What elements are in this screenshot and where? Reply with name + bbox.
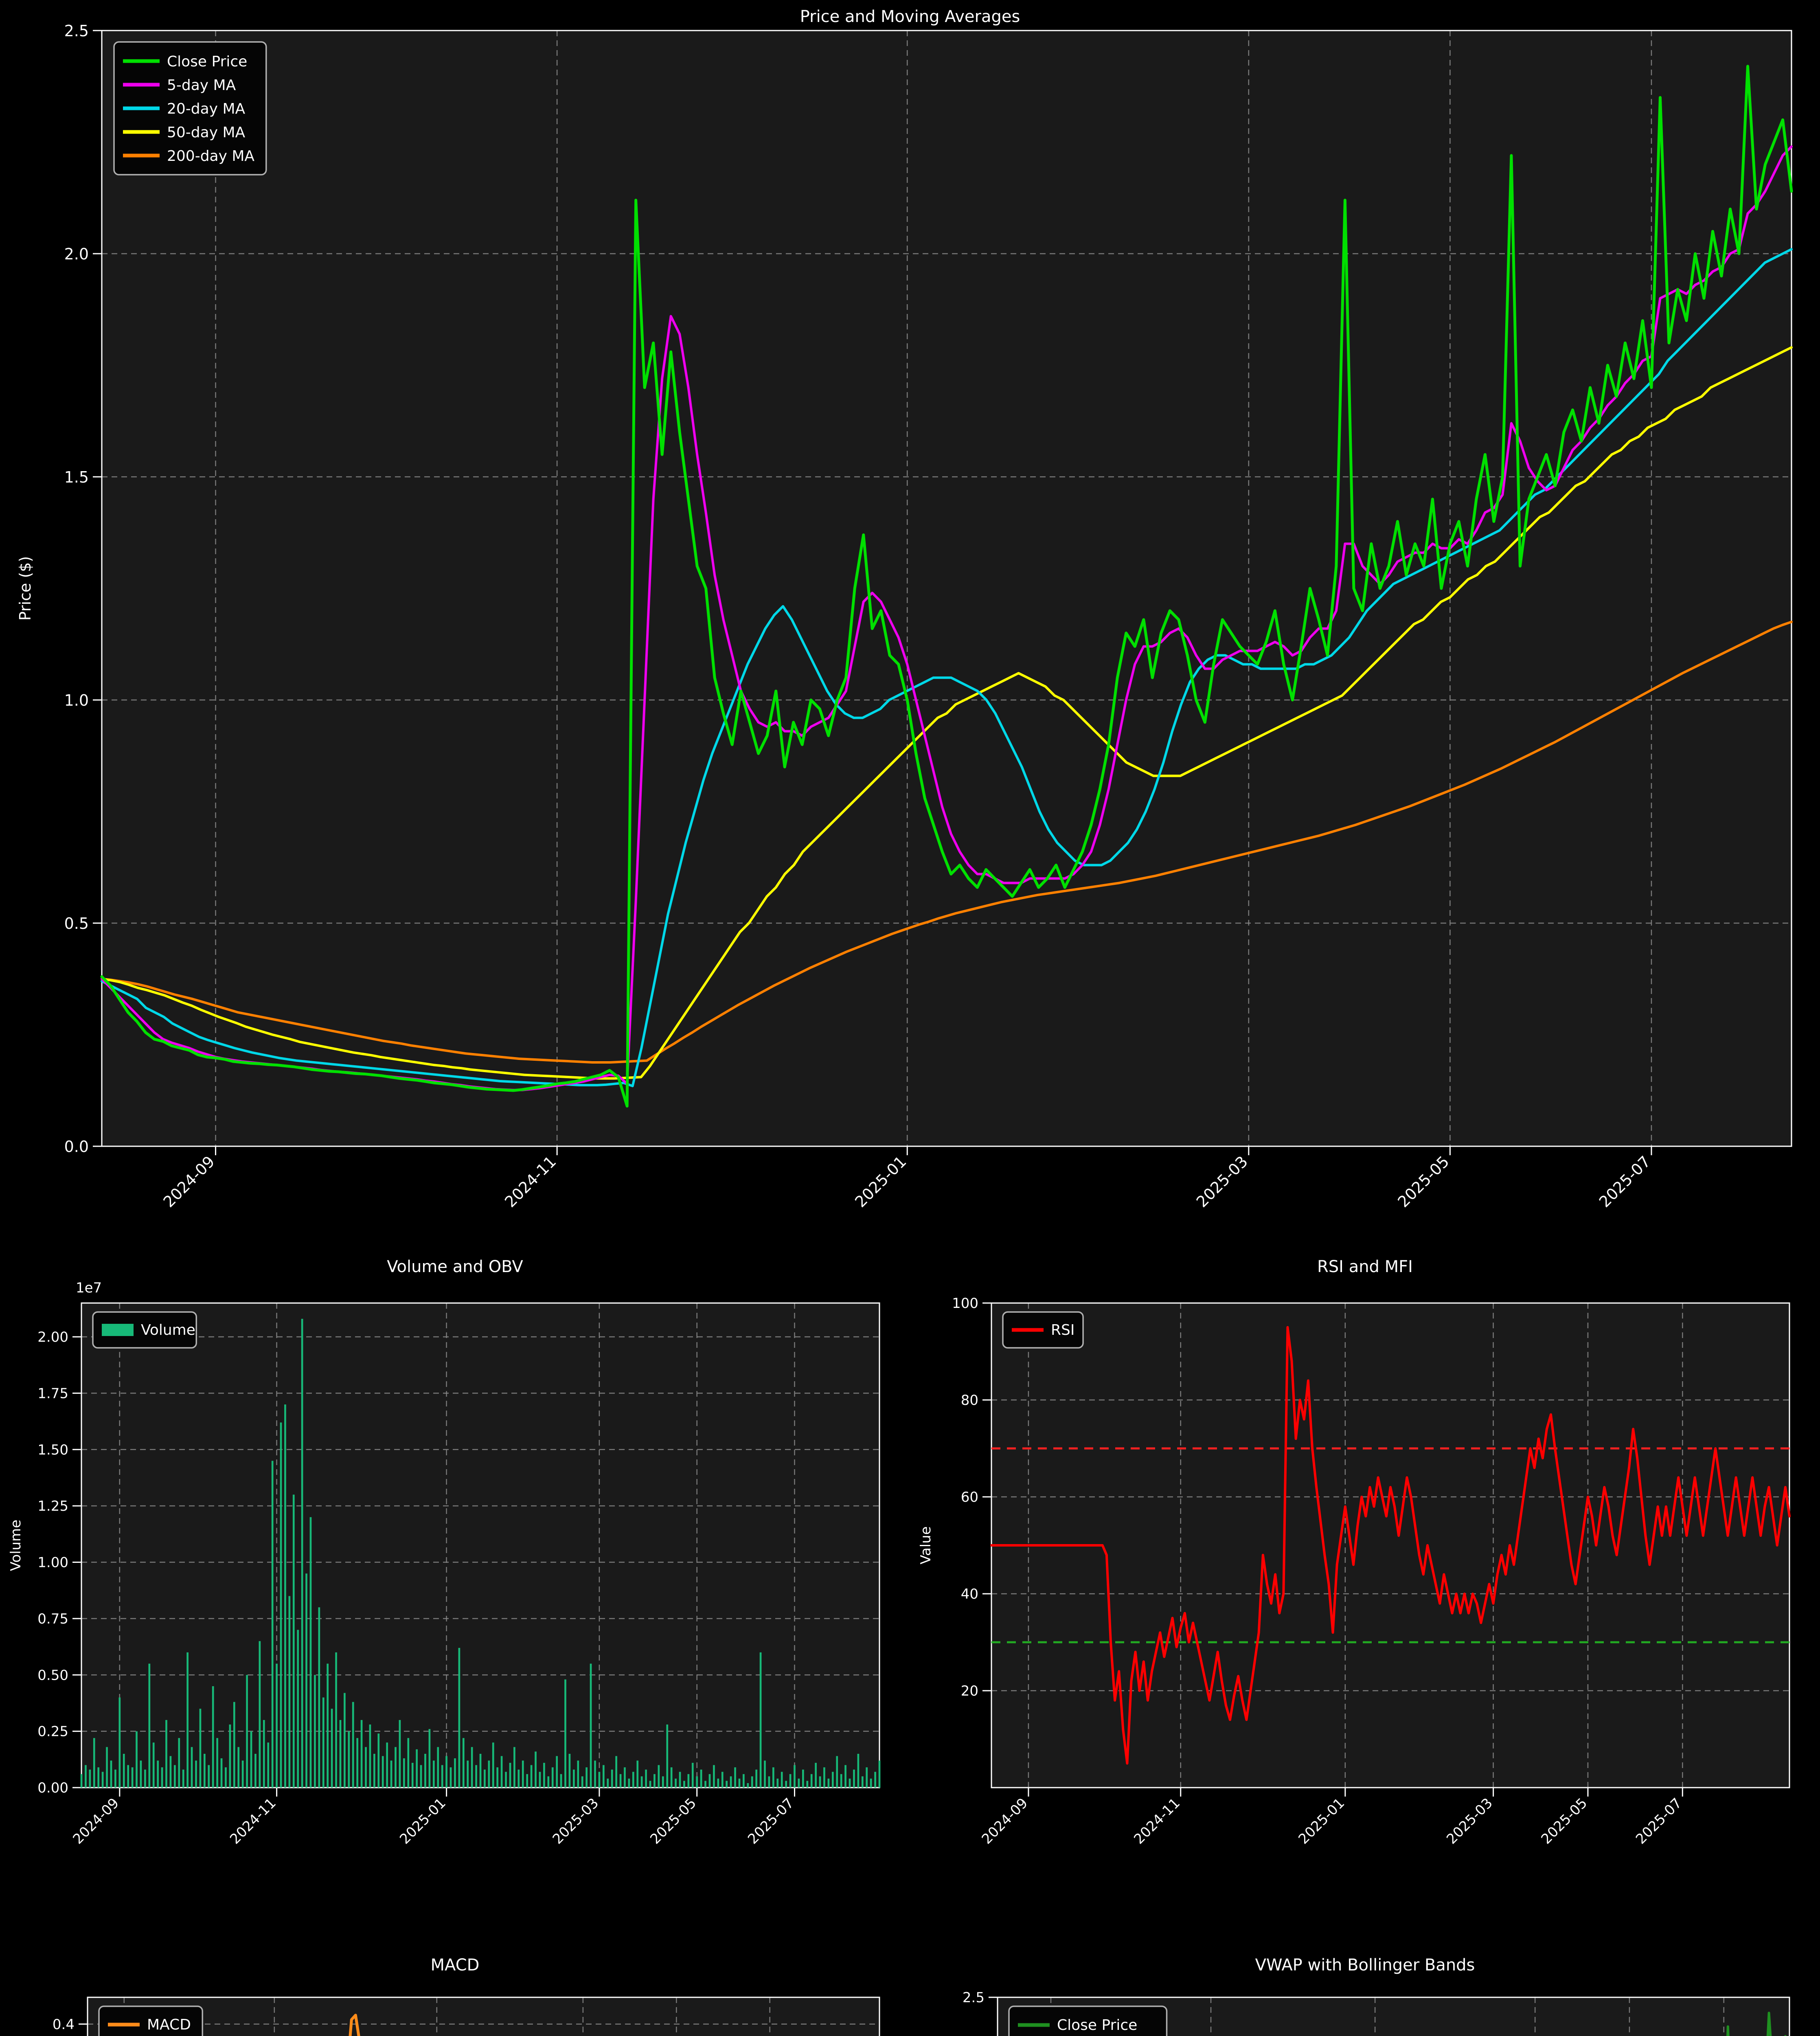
panel-macd: MACD 2024-092024-112025-012025-032025-05… (0, 1953, 910, 2036)
panel-price-and-moving-averages: Price and Moving Averages 2024-09 2024-11… (16, 7, 1793, 1211)
y-tick-label: 60 (961, 1489, 978, 1505)
y-tick-label: 2.5 (64, 22, 89, 40)
panel-rsi-and-mfi: RSI and MFI 2024-09 2024-11 2025-01 2025-03… (910, 1254, 1820, 1953)
y-tick-label: 2.00 (37, 1329, 68, 1345)
legend-label: Close Price (167, 53, 247, 70)
y-tick-label: 100 (952, 1295, 978, 1312)
volume-bars (80, 1319, 881, 1788)
y-tick-label: 1.50 (37, 1442, 68, 1458)
panel-volume-and-obv: Volume and OBV 2024-09 2024-11 2025-01 2025… (0, 1254, 910, 1953)
legend-label: MACD (147, 2016, 191, 2033)
y-tick-label: 0.75 (37, 1611, 68, 1627)
series-rsi (990, 1326, 1791, 1765)
y-tick-label: 80 (961, 1392, 978, 1409)
y-tick-label: 2.5 (963, 1990, 985, 2006)
price-chart-svg: 2024-09 2024-11 2025-01 2025-03 2025-05 2025-… (16, 22, 1793, 1211)
y-tick-label: 1.00 (37, 1555, 68, 1571)
y-tick-label: 0.4 (53, 2016, 75, 2033)
series-200-day-ma (101, 621, 1793, 1064)
chart-legend[interactable]: Volume (92, 1311, 197, 1349)
legend-label: 50-day MA (167, 124, 246, 141)
y-axis-label: Price ($) (16, 556, 34, 621)
x-tick-label: 2025-07 (745, 1795, 797, 1847)
x-tick-label: 2025-07 (1633, 1795, 1685, 1847)
series-20-day-ma (101, 248, 1793, 1088)
macd-panel-title: MACD (430, 1956, 480, 1975)
legend-label: 5-day MA (167, 77, 236, 94)
legend-label: Close Price (1057, 2017, 1137, 2034)
y-tick-label: 40 (961, 1586, 978, 1602)
y-tick-label: 2.0 (64, 245, 89, 263)
x-tick-label: 2024-09 (70, 1795, 122, 1847)
rsi-panel-title: RSI and MFI (1317, 1257, 1413, 1276)
y-tick-label: 0.50 (37, 1667, 68, 1683)
x-tick-label: 2025-05 (647, 1795, 699, 1847)
legend-label: 200-day MA (167, 148, 254, 165)
volume-panel-title: Volume and OBV (387, 1257, 523, 1276)
chart-legend[interactable]: RSI (1002, 1311, 1084, 1349)
vwap-panel-title: VWAP with Bollinger Bands (1255, 1956, 1475, 1975)
x-tick-label: 2025-05 (1394, 1152, 1452, 1211)
x-tick-label: 2024-11 (227, 1795, 279, 1847)
x-tick-label: 2025-05 (1538, 1795, 1591, 1847)
rsi-chart-svg: 2024-09 2024-11 2025-01 2025-03 2025-05 2025-… (918, 1295, 1791, 1847)
x-tick-label: 2024-09 (979, 1795, 1031, 1847)
y-axis-label: Value (918, 1526, 934, 1564)
volume-chart-svg: 2024-09 2024-11 2025-01 2025-03 2025-05 2025-… (8, 1280, 881, 1847)
x-tick-label: 2025-07 (1596, 1152, 1654, 1211)
y-tick-label: 0.0 (64, 1138, 89, 1156)
y-tick-label: 1.25 (37, 1498, 68, 1514)
x-tick-label: 2024-11 (501, 1152, 559, 1211)
legend-swatch (102, 1324, 134, 1336)
x-tick-label: 2024-11 (1131, 1795, 1183, 1847)
y-axis-label: Volume (8, 1520, 24, 1571)
price-panel-title: Price and Moving Averages (800, 7, 1020, 26)
y-axis-offset-text: 1e7 (76, 1280, 102, 1296)
y-tick-label: 0.25 (37, 1724, 68, 1740)
x-tick-label: 2025-03 (1443, 1795, 1496, 1847)
x-tick-label: 2025-01 (397, 1795, 449, 1847)
series-close-price (100, 65, 1793, 1108)
legend-label: RSI (1051, 1322, 1074, 1338)
panel-vwap-with-bollinger-bands: VWAP with Bollinger Bands 2024-092024-11… (910, 1953, 1820, 2036)
legend-label: 20-day MA (167, 101, 246, 117)
y-tick-label: 0.00 (37, 1780, 68, 1796)
macd-chart-svg: 2024-092024-112025-012025-032025-052025-… (53, 1997, 880, 2036)
y-tick-label: 20 (961, 1683, 978, 1699)
x-tick-label: 2025-01 (851, 1152, 910, 1211)
y-tick-label: 1.0 (64, 691, 89, 709)
y-tick-label: 0.5 (64, 915, 89, 932)
x-tick-label: 2025-03 (550, 1795, 602, 1847)
x-tick-label: 2025-03 (1193, 1152, 1251, 1211)
y-tick-label: 1.5 (64, 468, 89, 486)
y-tick-label: 1.75 (37, 1385, 68, 1402)
vwap-chart-svg: 2024-092024-112025-012025-032025-052025-… (963, 1990, 1790, 2036)
series-50-day-ma (101, 346, 1793, 1080)
x-tick-label: 2025-01 (1295, 1795, 1348, 1847)
chart-legend[interactable]: Close Price 5-day MA 20-day MA 50-day MA 200… (113, 41, 267, 176)
chart-legend[interactable]: Close PriceVWAPVWAP BB UpperVWAP BB Lowe… (1008, 2005, 1173, 2036)
chart-legend[interactable]: MACDSignal (98, 2005, 203, 2036)
legend-label: Volume (141, 1322, 195, 1338)
x-tick-label: 2024-09 (160, 1152, 218, 1211)
